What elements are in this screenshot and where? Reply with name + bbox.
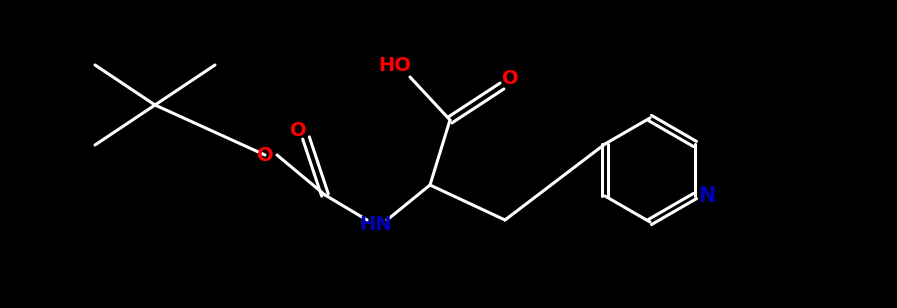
Text: HO: HO — [379, 55, 412, 75]
Text: O: O — [257, 145, 274, 164]
Text: HN: HN — [359, 216, 391, 234]
Text: O: O — [290, 120, 306, 140]
Text: O: O — [501, 68, 518, 87]
Text: N: N — [699, 186, 716, 206]
